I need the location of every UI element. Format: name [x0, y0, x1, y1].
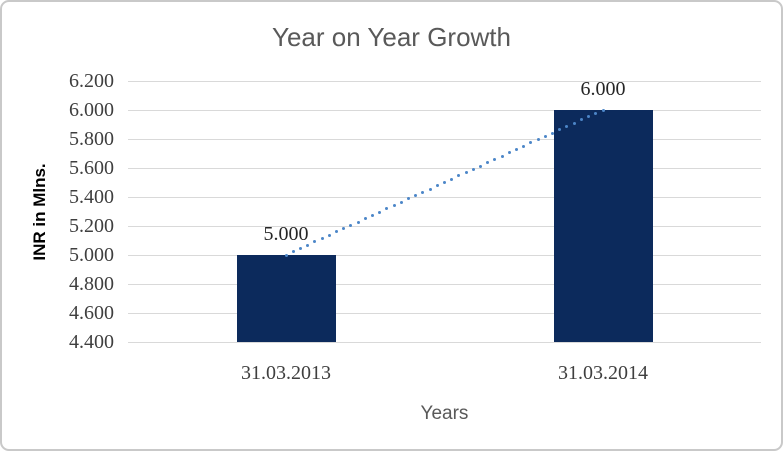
- trendline-dot: [500, 154, 504, 158]
- x-axis-title: Years: [420, 403, 469, 424]
- trendline-dot: [558, 128, 562, 132]
- trendline-dot: [457, 174, 461, 178]
- trendline-dot: [529, 141, 533, 145]
- x-tick-label: 31.03.2014: [558, 362, 648, 384]
- trendline-dot: [370, 213, 374, 217]
- trendline-dot: [414, 194, 418, 198]
- trendline-dot: [298, 246, 302, 250]
- trendline-dot: [579, 118, 583, 122]
- trendline-dot: [406, 197, 410, 201]
- gridline: [128, 342, 761, 343]
- trendline-dot: [572, 121, 576, 125]
- gridline: [128, 284, 761, 285]
- gridline: [128, 197, 761, 198]
- trendline-dot: [421, 190, 425, 194]
- y-tick-label: 6.200: [69, 70, 114, 92]
- trendline-dot: [594, 111, 598, 115]
- trendline-dot: [471, 167, 475, 171]
- trendline-dot: [334, 230, 338, 234]
- trendline-dot: [536, 138, 540, 142]
- gridline: [128, 81, 761, 82]
- trendline-dot: [493, 157, 497, 161]
- gridline: [128, 313, 761, 314]
- bar-31.03.2013: [236, 255, 336, 342]
- trendline-dot: [507, 151, 511, 155]
- trendline-dot: [363, 217, 367, 221]
- trendline-dot: [464, 171, 468, 175]
- trendline-dot: [306, 243, 310, 247]
- gridline: [128, 110, 761, 111]
- trendline-dot: [479, 164, 483, 168]
- trendline-dot: [327, 233, 331, 237]
- trendline-dot: [486, 161, 490, 165]
- trendline-dot: [392, 204, 396, 208]
- trendline-dot: [543, 134, 547, 138]
- bar-31.03.2014: [553, 110, 653, 342]
- trendline-dot: [320, 237, 324, 241]
- y-tick-label: 4.600: [69, 302, 114, 324]
- trendline-dot: [313, 240, 317, 244]
- y-tick-label: 5.400: [69, 186, 114, 208]
- trendline-dot: [349, 223, 353, 227]
- gridline: [128, 168, 761, 169]
- y-tick-label: 5.800: [69, 128, 114, 150]
- bar-data-label: 6.000: [580, 78, 626, 100]
- y-tick-label: 5.000: [69, 244, 114, 266]
- y-tick-label: 4.400: [69, 331, 114, 353]
- x-tick-label: 31.03.2013: [241, 362, 331, 384]
- trendline-dot: [284, 253, 288, 257]
- plot-area: [128, 81, 761, 343]
- trendline-dot: [428, 187, 432, 191]
- trendline-dot: [378, 210, 382, 214]
- trendline-dot: [522, 144, 526, 148]
- trendline-dot: [399, 200, 403, 204]
- y-tick-label: 4.800: [69, 273, 114, 295]
- trendline-dot: [565, 124, 569, 128]
- trendline-dot: [587, 115, 591, 119]
- trendline-dot: [342, 227, 346, 231]
- y-tick-label: 6.000: [69, 99, 114, 121]
- bar-data-label: 5.000: [263, 223, 309, 245]
- trendline-dot: [450, 177, 454, 181]
- trendline-dot: [356, 220, 360, 224]
- chart-title: Year on Year Growth: [272, 22, 511, 52]
- trendline-dot: [515, 148, 519, 152]
- trendline-dot: [385, 207, 389, 211]
- trendline-dot: [601, 108, 605, 112]
- gridline: [128, 255, 761, 256]
- trendline-dot: [435, 184, 439, 188]
- trendline-dot: [443, 181, 446, 184]
- trendline-dot: [551, 131, 555, 135]
- gridline: [128, 226, 761, 227]
- y-tick-label: 5.600: [69, 157, 114, 179]
- y-tick-label: 5.200: [69, 215, 114, 237]
- trendline-dot: [291, 250, 295, 254]
- gridline: [128, 139, 761, 140]
